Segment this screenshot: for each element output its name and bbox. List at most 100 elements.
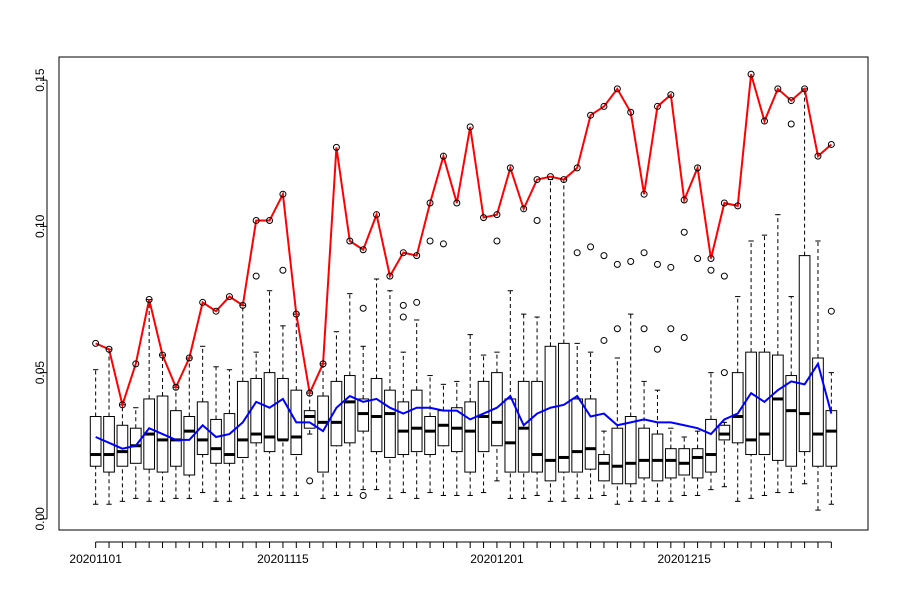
max-point	[600, 102, 608, 110]
max-point	[92, 339, 100, 347]
box	[303, 410, 316, 429]
max-point	[413, 252, 421, 260]
outlier	[600, 336, 608, 344]
box	[705, 418, 717, 473]
outlier	[359, 304, 367, 312]
max-point	[587, 111, 595, 119]
outlier	[573, 249, 581, 257]
max-point	[185, 354, 193, 362]
box	[89, 416, 102, 467]
box	[531, 380, 543, 473]
outlier	[613, 325, 621, 333]
outlier	[627, 257, 635, 265]
x-tick-label: 20201101	[69, 552, 122, 566]
box	[664, 448, 677, 479]
outlier	[787, 120, 795, 128]
max-point	[373, 211, 381, 219]
box	[223, 413, 236, 464]
max-point	[734, 202, 742, 210]
max-point	[506, 164, 514, 172]
max-point	[760, 117, 768, 125]
x-tick-label: 20201115	[257, 552, 309, 566]
outlier	[653, 260, 661, 268]
box	[825, 410, 838, 467]
max-point	[453, 199, 461, 207]
box	[236, 380, 249, 458]
box	[277, 377, 289, 441]
box	[397, 401, 410, 456]
box	[651, 433, 664, 482]
outlier	[359, 491, 367, 499]
max-point	[533, 176, 541, 184]
max-point	[145, 295, 153, 303]
max-point	[386, 272, 394, 280]
max-point	[319, 360, 327, 368]
box	[424, 416, 436, 456]
max-point	[266, 217, 274, 225]
box	[638, 427, 650, 479]
outlier	[667, 325, 675, 333]
max-point	[707, 255, 715, 263]
series-line	[95, 361, 833, 450]
box	[691, 448, 704, 479]
max-point	[279, 190, 287, 198]
box	[330, 380, 343, 447]
box	[731, 372, 744, 444]
outlier	[667, 263, 675, 271]
outlier	[413, 298, 421, 306]
max-point	[680, 196, 688, 204]
max-point	[225, 293, 233, 301]
max-point	[520, 205, 528, 213]
box	[464, 401, 477, 473]
box	[771, 354, 784, 461]
max-point	[292, 310, 300, 318]
outlier	[587, 243, 595, 251]
max-point	[560, 176, 568, 184]
max-point	[613, 85, 621, 93]
max-point	[118, 401, 126, 409]
box	[571, 398, 584, 473]
y-tick-label: 0.00	[33, 507, 47, 531]
box	[611, 427, 624, 485]
outlier	[399, 313, 407, 321]
y-tick-label: 0.15	[33, 68, 47, 92]
max-point	[439, 152, 447, 160]
outlier	[533, 217, 541, 225]
max-point	[426, 199, 434, 207]
box	[384, 389, 396, 458]
max-point	[332, 143, 340, 151]
box	[196, 401, 209, 456]
box	[745, 351, 757, 456]
max-point	[653, 102, 661, 110]
y-tick-label: 0.10	[33, 214, 47, 238]
box	[812, 357, 824, 467]
max-point	[466, 123, 474, 131]
outlier	[640, 249, 648, 257]
max-point	[239, 301, 247, 309]
max-point	[359, 246, 367, 254]
max-point	[801, 85, 809, 93]
box	[557, 342, 570, 473]
max-point	[546, 173, 554, 181]
outlier	[439, 240, 447, 248]
box	[584, 398, 597, 470]
max-point	[573, 164, 581, 172]
max-point	[787, 97, 795, 105]
outlier	[707, 266, 715, 274]
plot-frame	[58, 56, 869, 531]
max-point	[480, 214, 488, 222]
box	[210, 418, 222, 464]
max-point	[212, 307, 220, 315]
box	[343, 375, 356, 444]
max-point	[306, 389, 314, 397]
max-point	[827, 140, 835, 148]
outlier	[694, 255, 702, 263]
max-point	[105, 345, 113, 353]
box	[116, 424, 129, 467]
outlier	[399, 301, 407, 309]
box	[598, 454, 610, 482]
outlier	[680, 228, 688, 236]
outlier	[613, 260, 621, 268]
max-point	[252, 217, 260, 225]
outlier	[252, 272, 260, 280]
